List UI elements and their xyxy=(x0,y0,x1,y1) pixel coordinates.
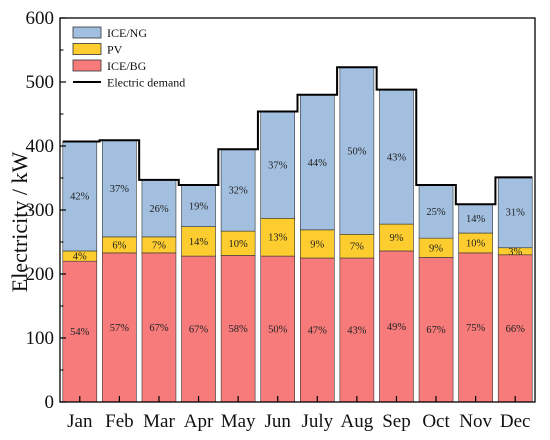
pct-label-ice-bg-may: 58% xyxy=(229,324,249,335)
pct-label-pv-nov: 10% xyxy=(466,238,486,249)
legend-swatch-ice-bg xyxy=(72,59,102,72)
bar-ice-bg-jan xyxy=(62,260,98,403)
pct-label-ice-bg-jan: 54% xyxy=(70,327,90,338)
bar-ice-bg-feb xyxy=(102,252,137,403)
bar-ice-bg-sep xyxy=(379,250,414,403)
bar-ice-ng-aug xyxy=(339,66,375,235)
pct-label-ice-ng-oct: 25% xyxy=(426,207,446,218)
pct-label-ice-ng-sep: 43% xyxy=(387,152,407,163)
pct-label-pv-july: 9% xyxy=(310,239,324,250)
bar-ice-ng-july xyxy=(299,94,335,231)
x-tick-label-sep: Sep xyxy=(382,411,411,432)
pct-label-ice-ng-jun: 37% xyxy=(268,160,288,171)
bar-pv-jun xyxy=(260,218,296,257)
pct-label-ice-bg-mar: 67% xyxy=(149,323,169,334)
bar-pv-july xyxy=(299,229,335,259)
pct-label-pv-sep: 9% xyxy=(389,233,403,244)
pct-label-pv-dec: 3% xyxy=(508,247,522,258)
bar-ice-bg-nov xyxy=(458,252,493,403)
pct-label-ice-ng-may: 32% xyxy=(229,186,249,197)
legend: ICE/NG PV ICE/BG Electric demand xyxy=(72,26,185,90)
pct-label-pv-jan: 4% xyxy=(73,252,87,263)
x-tick-label-aug: Aug xyxy=(341,411,374,432)
pct-label-ice-bg-nov: 75% xyxy=(466,323,486,334)
x-tick-label-mar: Mar xyxy=(143,411,175,432)
pct-label-pv-may: 10% xyxy=(229,239,249,250)
pct-label-ice-bg-july: 47% xyxy=(308,326,328,337)
bar-ice-bg-aug xyxy=(339,257,375,403)
electric-demand-layer xyxy=(62,66,533,206)
bar-ice-ng-sep xyxy=(379,89,414,225)
x-tick-label-july: July xyxy=(301,411,333,432)
x-tick-label-jan: Jan xyxy=(67,411,93,432)
pct-label-ice-ng-mar: 26% xyxy=(149,204,169,215)
pct-label-ice-bg-oct: 67% xyxy=(426,325,446,336)
bar-ice-ng-apr xyxy=(181,184,216,227)
bar-ice-bg-oct xyxy=(418,257,454,403)
bar-ice-ng-nov xyxy=(458,203,493,234)
pct-label-ice-bg-apr: 67% xyxy=(189,325,209,336)
x-tick-label-feb: Feb xyxy=(105,411,134,432)
legend-label-electric-demand: Electric demand xyxy=(107,76,185,90)
pct-label-pv-aug: 7% xyxy=(350,242,364,253)
bar-pv-apr xyxy=(181,226,216,257)
electric-demand-line xyxy=(62,66,533,206)
axes-layer: 0 100 200 300 400 500 600 Jan Feb Mar Apr May Jun Jul… xyxy=(26,8,536,432)
pct-label-pv-apr: 14% xyxy=(189,237,209,248)
x-tick-label-oct: Oct xyxy=(422,411,450,432)
pct-label-ice-ng-dec: 31% xyxy=(506,208,526,219)
bars-layer xyxy=(62,66,533,403)
legend-label-ice-bg: ICE/BG xyxy=(107,59,147,73)
pct-label-ice-bg-aug: 43% xyxy=(347,326,367,337)
pct-label-ice-bg-feb: 57% xyxy=(110,323,130,334)
y-tick-label: 400 xyxy=(26,136,55,157)
x-tick-label-may: May xyxy=(221,411,256,432)
pct-label-pv-mar: 7% xyxy=(152,240,166,251)
x-tick-label-apr: Apr xyxy=(184,411,214,432)
y-tick-label: 0 xyxy=(45,392,55,413)
y-tick-label: 300 xyxy=(26,200,55,221)
pct-label-ice-bg-jun: 50% xyxy=(268,325,288,336)
pct-label-ice-ng-nov: 14% xyxy=(466,214,486,225)
y-tick-label: 600 xyxy=(26,8,55,29)
pct-label-ice-ng-jan: 42% xyxy=(70,192,90,203)
y-axis-title: Electricity / kW xyxy=(7,152,32,293)
bar-ice-ng-jan xyxy=(62,141,98,252)
legend-swatch-pv xyxy=(72,43,102,55)
y-tick-label: 100 xyxy=(26,328,55,349)
pct-label-ice-ng-feb: 37% xyxy=(110,184,130,195)
x-tick-label-jun: Jun xyxy=(265,411,292,432)
pct-label-ice-ng-apr: 19% xyxy=(189,201,209,212)
y-tick-label: 200 xyxy=(26,264,55,285)
bar-ice-ng-jun xyxy=(260,111,296,219)
pct-label-pv-feb: 6% xyxy=(112,240,126,251)
legend-swatch-ice-ng xyxy=(72,26,102,39)
pct-label-pv-oct: 9% xyxy=(429,243,443,254)
y-tick-label: 500 xyxy=(26,72,55,93)
pct-label-ice-bg-sep: 49% xyxy=(387,322,407,333)
percent-labels-layer: 54% 4% 42% 57% 6% 37% 67% 7% 26% 67% 14% 19% 58% 10% 3… xyxy=(70,146,525,338)
bar-ice-ng-oct xyxy=(418,184,454,239)
x-tick-label-nov: Nov xyxy=(459,411,492,432)
bar-pv-sep xyxy=(379,223,414,252)
legend-label-pv: PV xyxy=(107,43,123,57)
x-tick-label-dec: Dec xyxy=(500,411,531,432)
pct-label-ice-ng-july: 44% xyxy=(308,158,328,169)
pct-label-pv-jun: 13% xyxy=(268,233,288,244)
bar-ice-ng-feb xyxy=(102,139,137,238)
bar-ice-bg-jun xyxy=(260,255,296,403)
pct-label-ice-bg-dec: 66% xyxy=(506,324,526,335)
bar-ice-ng-may xyxy=(220,148,256,232)
bar-pv-may xyxy=(220,230,256,256)
legend-label-ice-ng: ICE/NG xyxy=(107,26,147,40)
bar-ice-ng-mar xyxy=(141,179,177,238)
pct-label-ice-ng-aug: 50% xyxy=(347,146,367,157)
